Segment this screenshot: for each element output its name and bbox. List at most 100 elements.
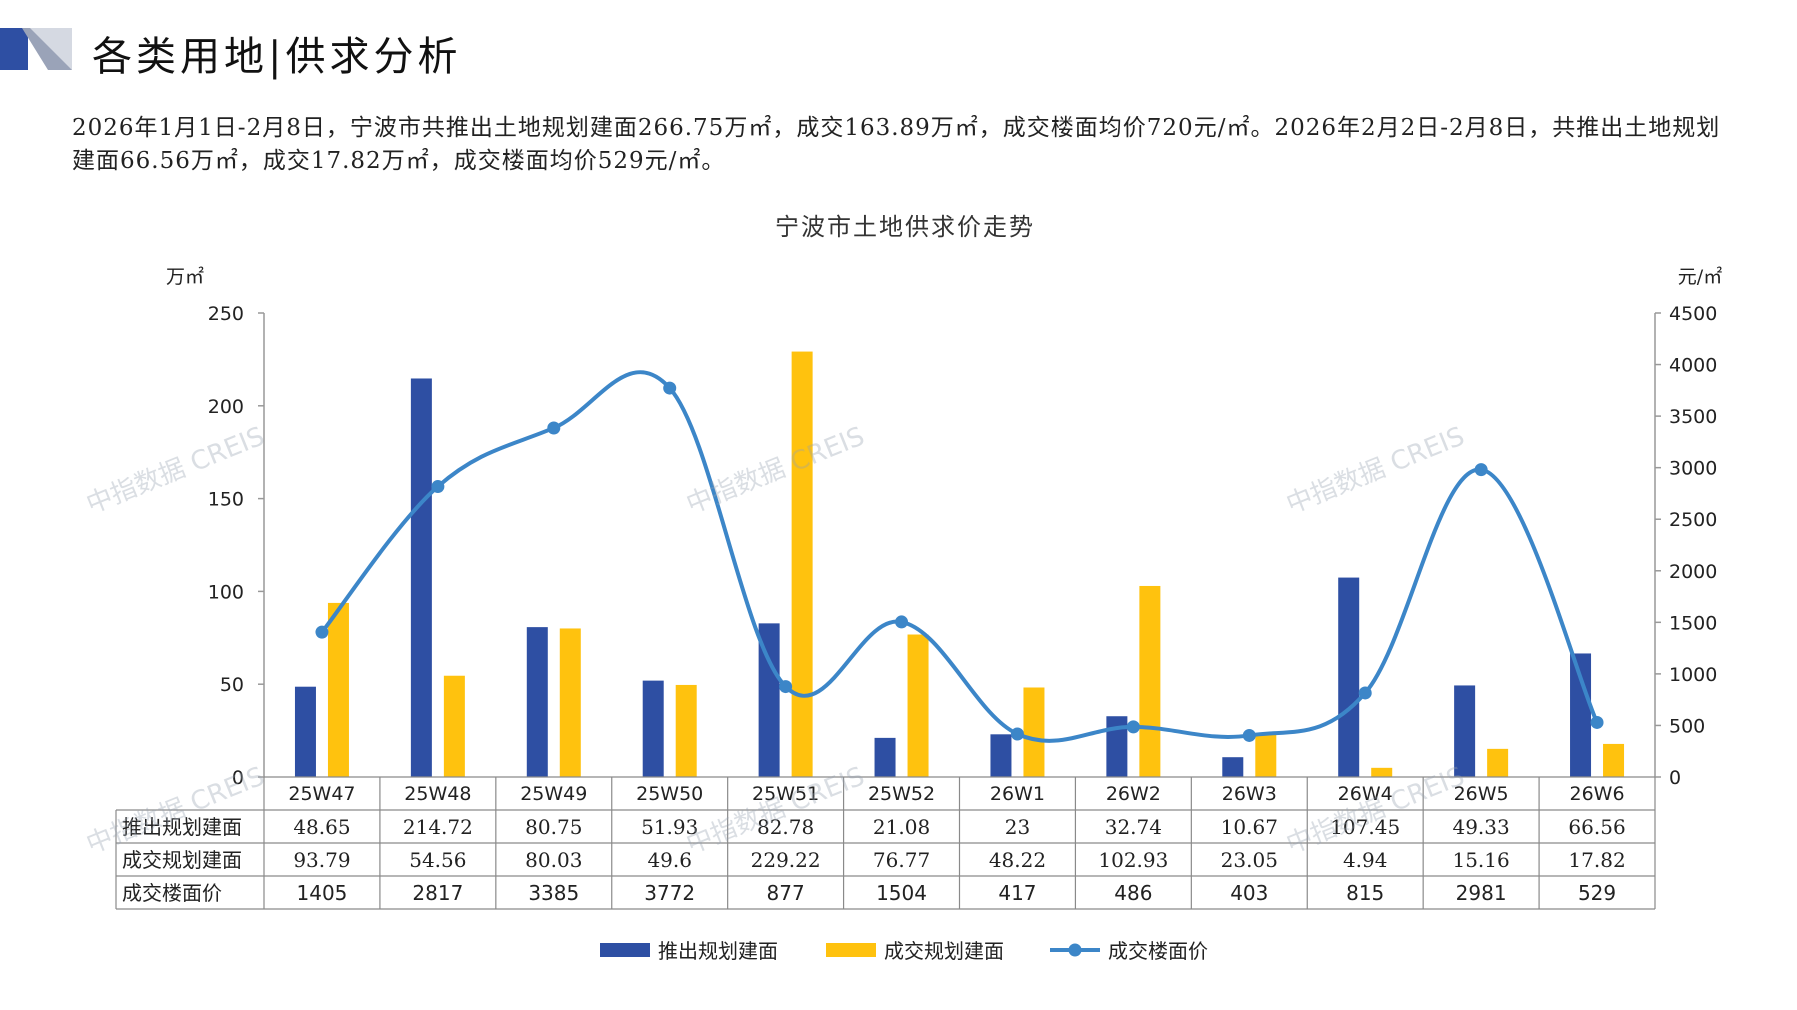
table-cell-value: 815 [1346,881,1384,905]
table-cell-value: 93.79 [293,848,350,872]
legend-label: 推出规划建面 [658,939,778,963]
category-label: 25W51 [752,783,819,805]
left-axis-tick-label: 200 [208,396,244,418]
left-axis-unit: 万㎡ [166,265,204,288]
table-cell-value: 48.65 [293,815,350,839]
table-cell-value: 21.08 [873,815,930,839]
category-label: 26W4 [1338,783,1393,805]
bar-成交规划建面 [791,351,813,777]
table-cell-value: 10.67 [1221,815,1278,839]
bar-推出规划建面 [990,734,1012,777]
table-cell-value: 403 [1230,881,1268,905]
right-axis-tick-label: 3000 [1669,458,1717,480]
table-cell-value: 23.05 [1221,848,1278,872]
left-axis-tick-label: 150 [208,489,244,511]
table-cell-value: 82.78 [757,815,814,839]
bar-推出规划建面 [1338,577,1360,777]
table-cell-value: 2981 [1456,881,1507,905]
point-成交楼面价 [547,421,561,435]
right-axis-tick-label: 2500 [1669,509,1717,531]
right-axis-tick-label: 1000 [1669,664,1717,686]
right-axis-unit: 元/㎡ [1678,265,1722,288]
table-cell-value: 48.22 [989,848,1046,872]
category-label: 26W2 [1106,783,1161,805]
bar-推出规划建面 [294,686,316,777]
right-axis-tick-label: 4000 [1669,355,1717,377]
bar-推出规划建面 [874,737,896,777]
point-成交楼面价 [1590,715,1604,729]
right-axis-tick-label: 500 [1669,715,1705,737]
table-cell-value: 2817 [412,881,463,905]
table-row-label: 成交规划建面 [122,848,242,872]
bar-成交规划建面 [1371,767,1393,777]
table-cell-value: 76.77 [873,848,930,872]
bar-成交规划建面 [1603,743,1625,777]
page-title: 各类用地|供求分析 [92,34,462,80]
bar-成交规划建面 [907,634,929,777]
category-label: 26W3 [1222,783,1277,805]
table-cell-value: 80.03 [525,848,582,872]
left-axis-tick-label: 100 [208,581,244,603]
category-label: 26W6 [1570,783,1625,805]
table-cell-value: 4.94 [1343,848,1388,872]
point-成交楼面价 [779,680,793,694]
table-cell-value: 877 [767,881,805,905]
summary-text: 2026年1月1日-2月8日，宁波市共推出土地规划建面266.75万㎡，成交16… [72,115,1721,174]
category-label: 26W1 [990,783,1045,805]
left-axis-tick-label: 0 [232,767,244,789]
table-cell-value: 102.93 [1098,848,1168,872]
bar-推出规划建面 [526,627,548,777]
point-成交楼面价 [1474,463,1488,477]
bar-成交规划建面 [1487,748,1509,777]
table-cell-value: 49.33 [1452,815,1509,839]
table-cell-value: 486 [1114,881,1152,905]
category-label: 25W52 [868,783,935,805]
right-axis-tick-label: 2000 [1669,561,1717,583]
bar-推出规划建面 [1106,716,1128,777]
table-cell-value: 49.6 [647,848,692,872]
bar-成交规划建面 [1023,687,1045,777]
table-cell-value: 23 [1005,815,1030,839]
left-axis-tick-label: 250 [208,303,244,325]
table-cell-value: 54.56 [409,848,466,872]
table-cell-value: 80.75 [525,815,582,839]
table-row-label: 成交楼面价 [122,881,222,905]
point-成交楼面价 [663,381,677,395]
legend-label: 成交规划建面 [884,939,1004,963]
table-cell-value: 3385 [528,881,579,905]
table-cell-value: 214.72 [403,815,473,839]
line-成交楼面价 [320,370,1599,743]
table-cell-value: 1405 [297,881,348,905]
point-成交楼面价 [1010,727,1024,741]
point-成交楼面价 [1358,686,1372,700]
table-cell-value: 229.22 [751,848,821,872]
category-label: 26W5 [1454,783,1509,805]
bar-推出规划建面 [642,680,664,777]
legend-marker-成交楼面价 [1068,943,1082,957]
bar-成交规划建面 [443,675,465,777]
bar-推出规划建面 [410,378,432,777]
table-cell-value: 1504 [876,881,927,905]
table-cell-value: 15.16 [1452,848,1509,872]
point-成交楼面价 [1242,728,1256,742]
bar-推出规划建面 [1570,653,1592,777]
right-axis-tick-label: 3500 [1669,406,1717,428]
point-成交楼面价 [431,480,445,494]
bar-推出规划建面 [1222,757,1244,777]
left-axis-tick-label: 50 [220,674,244,696]
right-axis-tick-label: 0 [1669,767,1681,789]
table-row-label: 推出规划建面 [122,815,242,839]
table-cell-value: 66.56 [1568,815,1625,839]
point-成交楼面价 [315,625,329,639]
point-成交楼面价 [895,615,909,629]
point-成交楼面价 [1126,720,1140,734]
header-decoration [0,28,72,70]
table-cell-value: 17.82 [1568,848,1625,872]
bar-推出规划建面 [758,623,780,777]
legend-swatch-成交规划建面 [826,943,876,957]
table-cell-value: 529 [1578,881,1616,905]
bar-成交规划建面 [559,628,581,777]
bar-成交规划建面 [1139,585,1161,777]
bar-成交规划建面 [675,684,697,777]
table-cell-value: 51.93 [641,815,698,839]
